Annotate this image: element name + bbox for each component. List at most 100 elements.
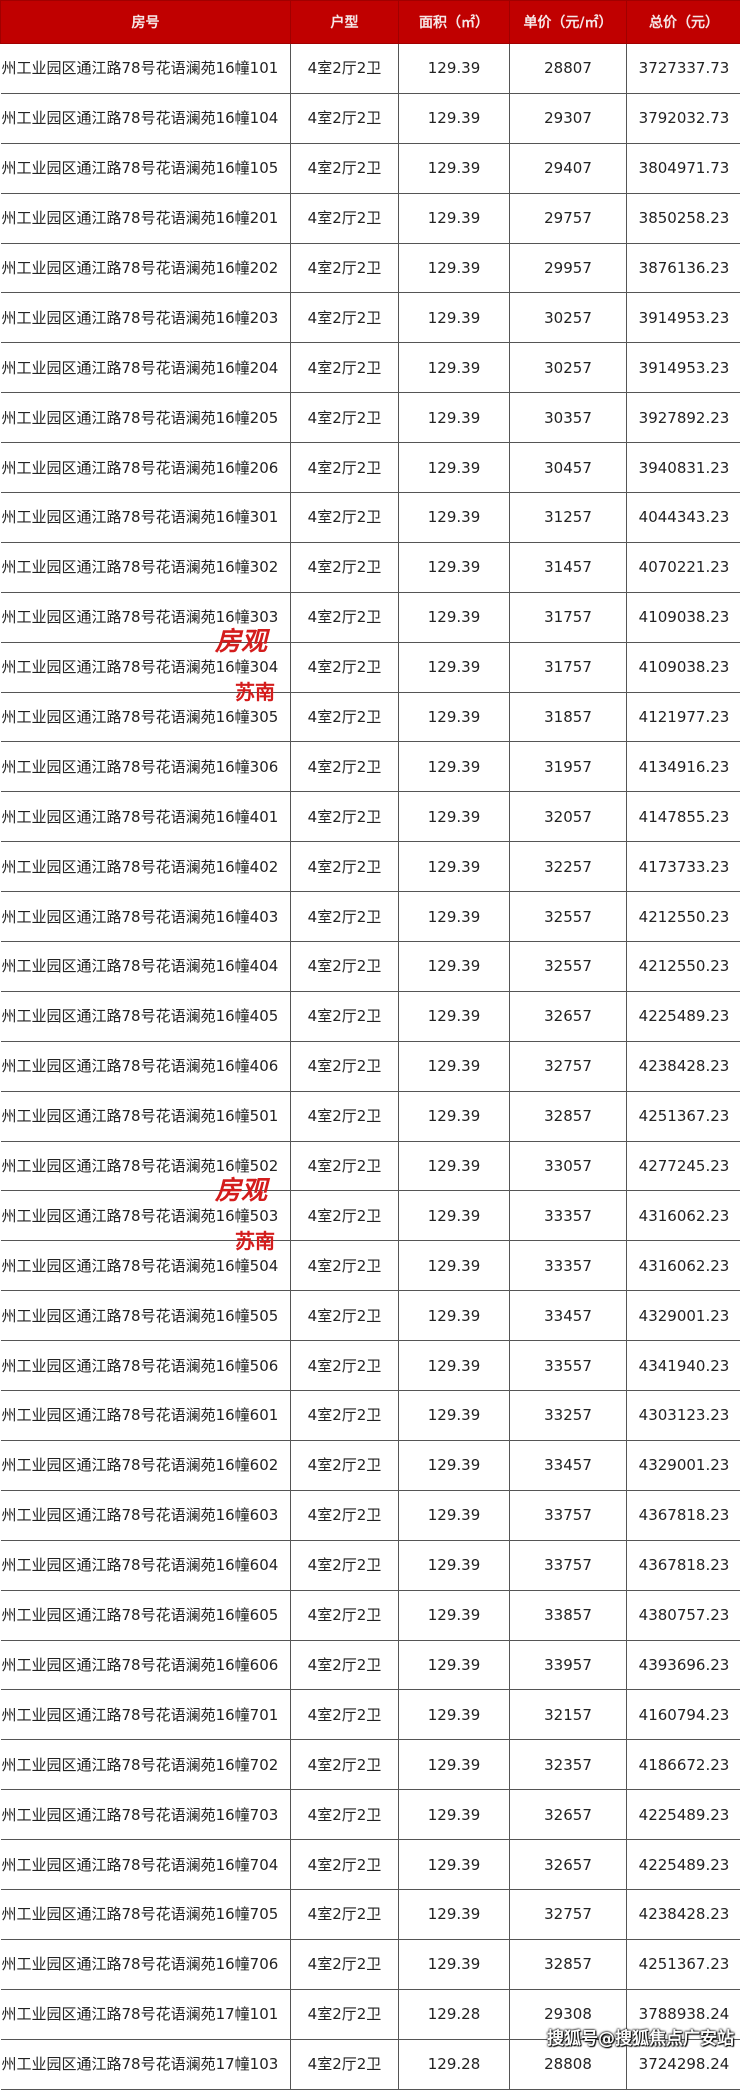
cell-layout: 4室2厅2卫: [290, 1190, 399, 1242]
cell-total-price: 4225489.23: [626, 1789, 740, 1841]
cell-total-price: 4225489.23: [626, 1839, 740, 1890]
cell-total-price: 3727337.73: [626, 43, 740, 94]
table-row: 州工业园区通江路78号花语澜苑16幢703 4室2厅2卫 129.39 32657 42…: [0, 1789, 740, 1841]
cell-unit-price: 32657: [509, 1839, 627, 1890]
cell-unit-price: 32657: [509, 990, 627, 1042]
cell-room: 州工业园区通江路78号花语澜苑16幢703: [0, 1789, 291, 1841]
table-row: 州工业园区通江路78号花语澜苑16幢303 4室2厅2卫 129.39 31757 41…: [0, 591, 740, 643]
table-row: 州工业园区通江路78号花语澜苑16幢101 4室2厅2卫 129.39 28807 37…: [0, 43, 740, 94]
cell-room: 州工业园区通江路78号花语澜苑16幢104: [0, 92, 291, 144]
cell-area: 129.39: [398, 941, 510, 992]
table-row: 州工业园区通江路78号花语澜苑16幢605 4室2厅2卫 129.39 33857 43…: [0, 1589, 740, 1641]
table-row: 州工业园区通江路78号花语澜苑16幢201 4室2厅2卫 129.39 29757 38…: [0, 192, 740, 244]
cell-total-price: 3940831.23: [626, 442, 740, 494]
cell-area: 129.39: [398, 1240, 510, 1292]
cell-area: 129.39: [398, 1090, 510, 1142]
cell-area: 129.39: [398, 1888, 510, 1940]
cell-layout: 4室2厅2卫: [290, 92, 399, 144]
source-watermark: 搜狐号@搜狐焦点广安站: [547, 2028, 734, 2049]
cell-area: 129.39: [398, 1439, 510, 1491]
cell-room: 州工业园区通江路78号花语澜苑16幢406: [0, 1040, 291, 1092]
cell-room: 州工业园区通江路78号花语澜苑16幢506: [0, 1340, 291, 1392]
cell-unit-price: 32857: [509, 1938, 627, 1990]
cell-unit-price: 32757: [509, 1888, 627, 1940]
table-row: 州工业园区通江路78号花语澜苑16幢601 4室2厅2卫 129.39 33257 43…: [0, 1390, 740, 1441]
cell-total-price: 4147855.23: [626, 791, 740, 843]
cell-total-price: 4212550.23: [626, 941, 740, 992]
cell-area: 129.39: [398, 791, 510, 843]
cell-layout: 4室2厅2卫: [290, 1140, 399, 1192]
table-row: 州工业园区通江路78号花语澜苑16幢606 4室2厅2卫 129.39 33957 43…: [0, 1639, 740, 1691]
cell-total-price: 4186672.23: [626, 1739, 740, 1791]
cell-area: 129.39: [398, 92, 510, 144]
cell-unit-price: 33957: [509, 1639, 627, 1691]
cell-room: 州工业园区通江路78号花语澜苑16幢405: [0, 990, 291, 1042]
cell-layout: 4室2厅2卫: [290, 1340, 399, 1392]
cell-total-price: 3850258.23: [626, 192, 740, 244]
table-row: 州工业园区通江路78号花语澜苑16幢401 4室2厅2卫 129.39 32057 41…: [0, 791, 740, 843]
header-area: 面积（㎡）: [398, 0, 510, 44]
table-row: 州工业园区通江路78号花语澜苑17幢103 4室2厅2卫 129.28 28808 37…: [0, 2038, 740, 2090]
cell-total-price: 3724298.24: [626, 2038, 740, 2090]
cell-total-price: 4393696.23: [626, 1639, 740, 1691]
cell-room: 州工业园区通江路78号花语澜苑16幢501: [0, 1090, 291, 1142]
cell-total-price: 3927892.23: [626, 392, 740, 444]
cell-layout: 4室2厅2卫: [290, 941, 399, 992]
cell-room: 州工业园区通江路78号花语澜苑16幢704: [0, 1839, 291, 1890]
cell-layout: 4室2厅2卫: [290, 1839, 399, 1890]
cell-unit-price: 33357: [509, 1190, 627, 1242]
cell-total-price: 3788938.24: [626, 1988, 740, 2040]
cell-room: 州工业园区通江路78号花语澜苑16幢505: [0, 1290, 291, 1342]
cell-room: 州工业园区通江路78号花语澜苑16幢304: [0, 641, 291, 693]
cell-area: 129.39: [398, 242, 510, 294]
table-row: 州工业园区通江路78号花语澜苑16幢302 4室2厅2卫 129.39 31457 40…: [0, 541, 740, 593]
table-row: 州工业园区通江路78号花语澜苑16幢402 4室2厅2卫 129.39 32257 41…: [0, 841, 740, 893]
cell-unit-price: 33257: [509, 1390, 627, 1441]
cell-total-price: 4341940.23: [626, 1340, 740, 1392]
cell-area: 129.39: [398, 1789, 510, 1841]
cell-area: 129.28: [398, 1988, 510, 2040]
cell-unit-price: 31857: [509, 691, 627, 743]
table-row: 州工业园区通江路78号花语澜苑16幢701 4室2厅2卫 129.39 32157 41…: [0, 1689, 740, 1741]
cell-unit-price: 33357: [509, 1240, 627, 1292]
cell-layout: 4室2厅2卫: [290, 1739, 399, 1791]
table-row: 州工业园区通江路78号花语澜苑16幢604 4室2厅2卫 129.39 33757 43…: [0, 1539, 740, 1591]
table-row: 州工业园区通江路78号花语澜苑16幢305 4室2厅2卫 129.39 31857 41…: [0, 691, 740, 743]
table-row: 州工业园区通江路78号花语澜苑16幢404 4室2厅2卫 129.39 32557 42…: [0, 941, 740, 992]
cell-layout: 4室2厅2卫: [290, 1040, 399, 1092]
cell-unit-price: 28808: [509, 2038, 627, 2090]
cell-total-price: 4121977.23: [626, 691, 740, 743]
cell-unit-price: 31457: [509, 541, 627, 593]
cell-total-price: 4367818.23: [626, 1489, 740, 1541]
cell-total-price: 4316062.23: [626, 1190, 740, 1242]
cell-unit-price: 29407: [509, 142, 627, 194]
cell-area: 129.39: [398, 1140, 510, 1192]
cell-layout: 4室2厅2卫: [290, 342, 399, 394]
cell-total-price: 4251367.23: [626, 1938, 740, 1990]
cell-area: 129.39: [398, 392, 510, 444]
table-row: 州工业园区通江路78号花语澜苑16幢104 4室2厅2卫 129.39 29307 37…: [0, 92, 740, 144]
cell-area: 129.39: [398, 1390, 510, 1441]
cell-layout: 4室2厅2卫: [290, 1589, 399, 1641]
cell-unit-price: 32857: [509, 1090, 627, 1142]
cell-area: 129.39: [398, 841, 510, 893]
cell-total-price: 4277245.23: [626, 1140, 740, 1192]
table-row: 州工业园区通江路78号花语澜苑16幢301 4室2厅2卫 129.39 31257 40…: [0, 492, 740, 543]
cell-unit-price: 30457: [509, 442, 627, 494]
cell-layout: 4室2厅2卫: [290, 192, 399, 244]
cell-room: 州工业园区通江路78号花语澜苑16幢105: [0, 142, 291, 194]
table-row: 州工业园区通江路78号花语澜苑16幢403 4室2厅2卫 129.39 32557 42…: [0, 891, 740, 943]
cell-unit-price: 32357: [509, 1739, 627, 1791]
table-row: 州工业园区通江路78号花语澜苑16幢204 4室2厅2卫 129.39 30257 39…: [0, 342, 740, 394]
cell-unit-price: 33057: [509, 1140, 627, 1192]
cell-area: 129.39: [398, 591, 510, 643]
cell-layout: 4室2厅2卫: [290, 541, 399, 593]
cell-total-price: 4238428.23: [626, 1888, 740, 1940]
cell-room: 州工业园区通江路78号花语澜苑16幢204: [0, 342, 291, 394]
cell-total-price: 3876136.23: [626, 242, 740, 294]
table-row: 州工业园区通江路78号花语澜苑16幢203 4室2厅2卫 129.39 30257 39…: [0, 292, 740, 344]
cell-area: 129.39: [398, 492, 510, 543]
cell-area: 129.39: [398, 1040, 510, 1092]
cell-area: 129.39: [398, 1190, 510, 1242]
